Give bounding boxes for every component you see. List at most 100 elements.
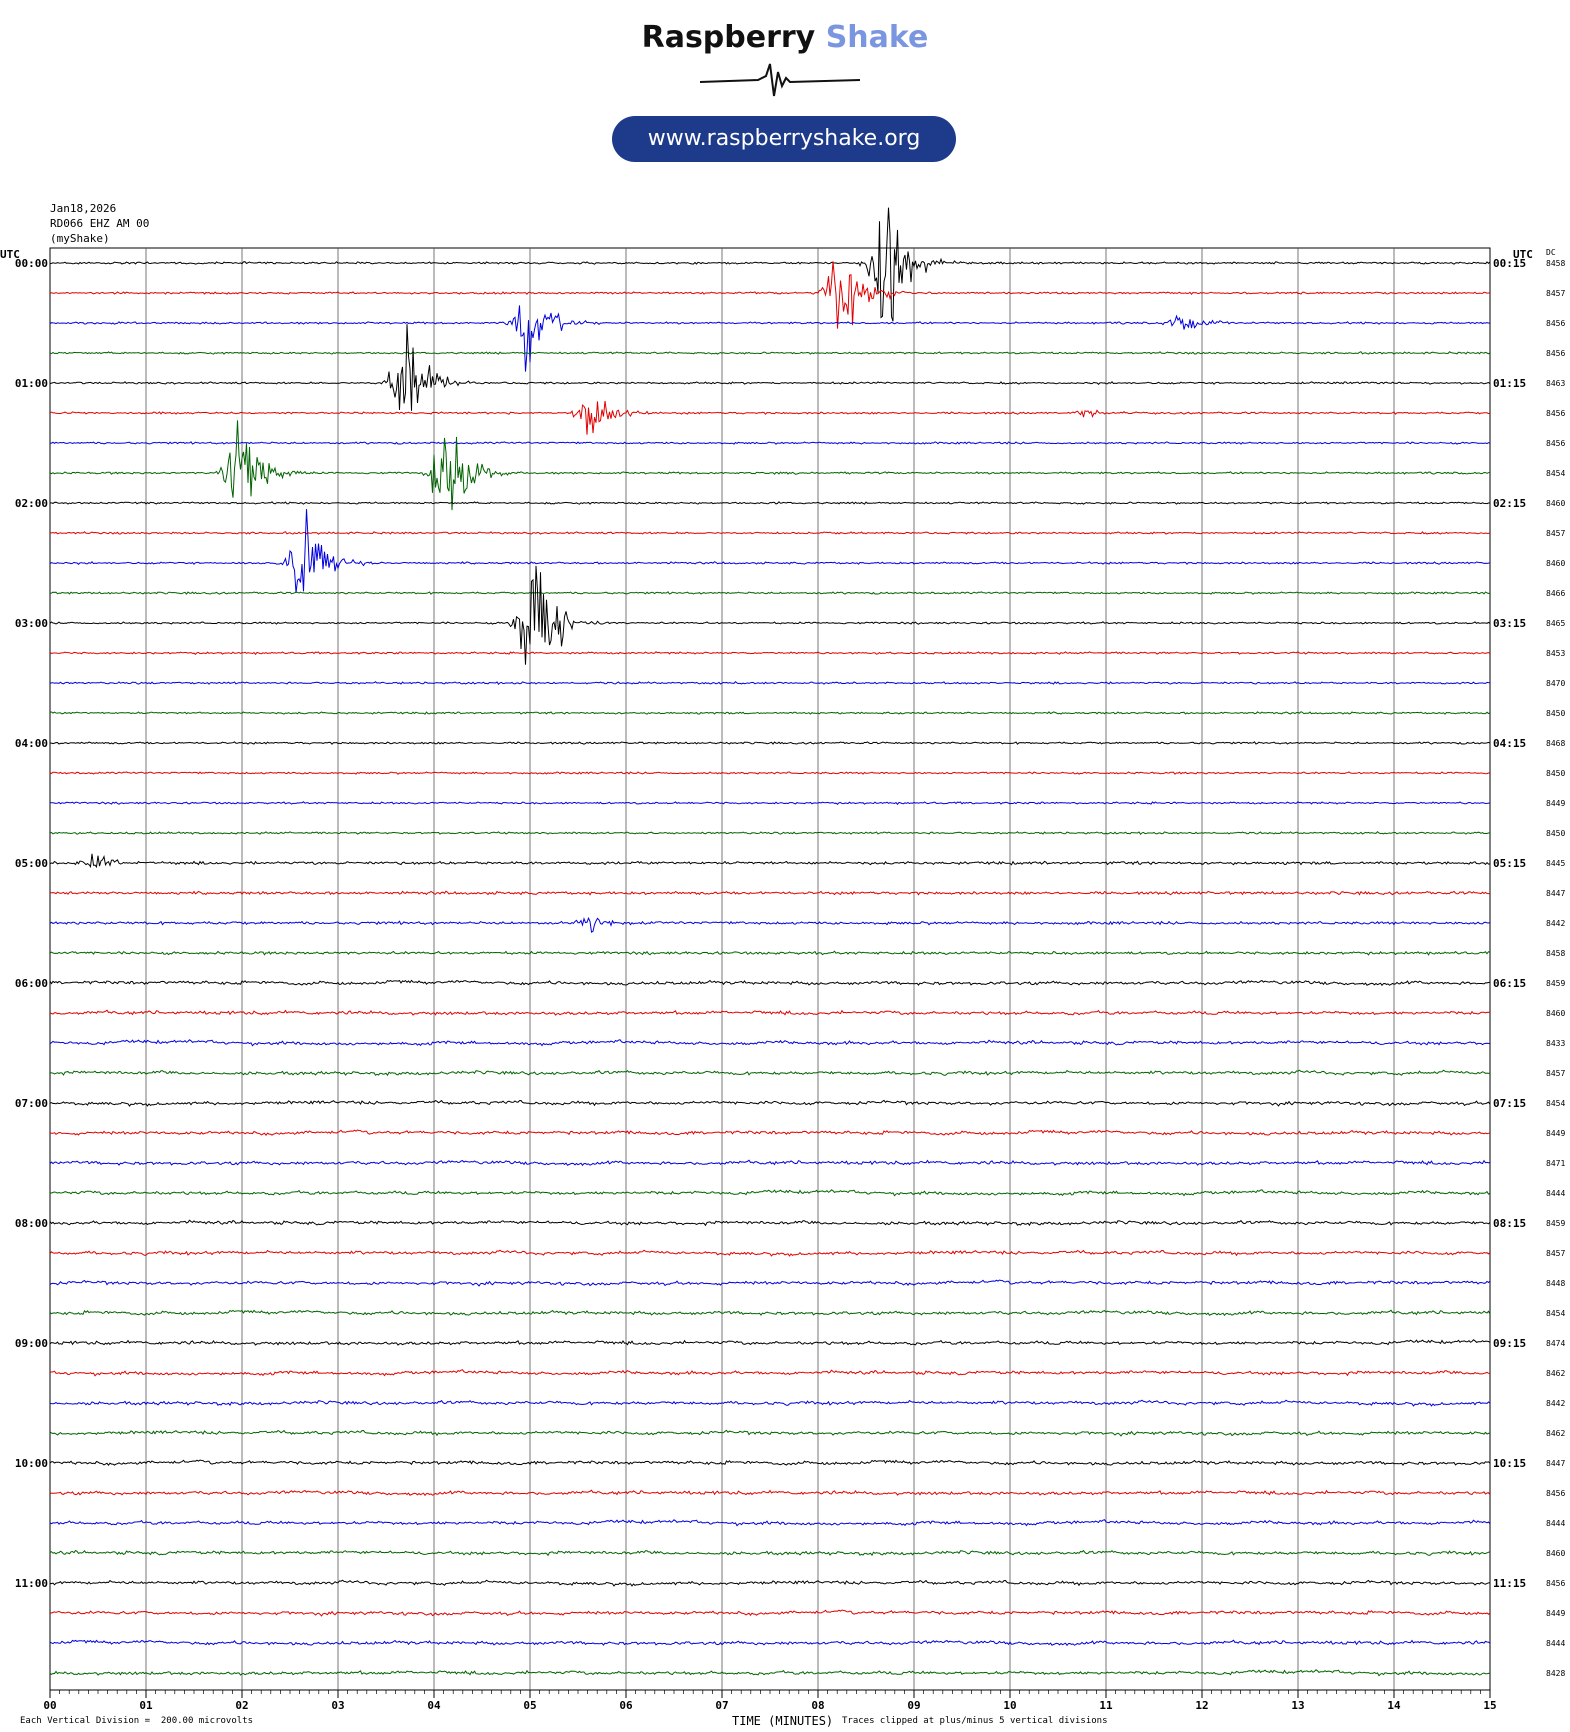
dc-value-label: 8457 [1546, 529, 1565, 538]
x-tick-label: 02 [235, 1699, 248, 1712]
right-time-label: 04:15 [1493, 737, 1526, 750]
seismic-trace [49, 1189, 1491, 1197]
right-time-label: 03:15 [1493, 617, 1526, 630]
seismic-trace [49, 771, 1491, 775]
seismic-trace [49, 1099, 1491, 1107]
x-axis-label: TIME (MINUTES) [732, 1714, 834, 1728]
dc-value-label: 8462 [1546, 1369, 1565, 1378]
left-time-label: 09:00 [15, 1337, 48, 1350]
seismic-trace [49, 509, 1491, 593]
seismic-trace [49, 1489, 1491, 1497]
dc-value-label: 8450 [1546, 769, 1565, 778]
right-time-label: 09:15 [1493, 1337, 1526, 1350]
x-tick-label: 10 [1003, 1699, 1016, 1712]
website-link-button[interactable]: www.raspberryshake.org [612, 116, 956, 162]
dc-value-label: 8462 [1546, 1429, 1565, 1438]
seismic-trace [49, 441, 1491, 445]
dc-value-label: 8466 [1546, 589, 1565, 598]
right-time-label: 07:15 [1493, 1097, 1526, 1110]
right-time-label: 02:15 [1493, 497, 1526, 510]
right-time-label: 01:15 [1493, 377, 1526, 390]
seismic-trace [49, 1009, 1491, 1016]
seismic-trace [49, 890, 1491, 896]
seismic-trace [49, 1339, 1491, 1346]
dc-value-label: 8458 [1546, 259, 1565, 268]
dc-value-label: 8456 [1546, 439, 1565, 448]
dc-value-label: 8459 [1546, 979, 1565, 988]
x-tick-label: 11 [1099, 1699, 1113, 1712]
clip-note: Traces clipped at plus/minus 5 vertical … [842, 1716, 1108, 1726]
dc-value-label: 8460 [1546, 499, 1565, 508]
seismic-trace [49, 1309, 1491, 1317]
dc-value-label: 8444 [1546, 1519, 1565, 1528]
seismic-trace [49, 831, 1491, 835]
seismic-trace [49, 1459, 1491, 1467]
seismic-trace [49, 531, 1491, 535]
left-time-label: 08:00 [15, 1217, 48, 1230]
x-tick-label: 12 [1195, 1699, 1208, 1712]
right-time-label: 10:15 [1493, 1457, 1526, 1470]
x-tick-label: 06 [619, 1699, 633, 1712]
x-tick-label: 07 [715, 1699, 728, 1712]
dc-value-label: 8456 [1546, 1579, 1565, 1588]
seismic-trace [49, 1609, 1491, 1617]
seismic-trace [49, 741, 1491, 745]
x-tick-label: 04 [427, 1699, 441, 1712]
dc-value-label: 8428 [1546, 1669, 1565, 1678]
right-time-label: 11:15 [1493, 1577, 1526, 1590]
dc-value-label: 8454 [1546, 1099, 1565, 1108]
dc-value-label: 8456 [1546, 409, 1565, 418]
seismic-trace [49, 916, 1491, 933]
left-time-label: 11:00 [15, 1577, 48, 1590]
seismic-trace [49, 801, 1491, 806]
x-tick-label: 03 [331, 1699, 344, 1712]
left-time-label: 07:00 [15, 1097, 48, 1110]
right-time-label: 05:15 [1493, 857, 1526, 870]
seismic-trace [49, 651, 1491, 656]
seismic-trace [49, 1579, 1491, 1587]
dc-value-label: 8453 [1546, 649, 1565, 658]
dc-value-label: 8454 [1546, 1309, 1565, 1318]
dc-value-label: 8470 [1546, 679, 1565, 688]
vertical-division-note: Each Vertical Division = 200.00 microvol… [20, 1716, 253, 1726]
dc-value-label: 8458 [1546, 949, 1565, 958]
seismic-trace [49, 1369, 1491, 1377]
station-label: RD066 EHZ AM 00 [50, 217, 150, 230]
dc-value-label: 8442 [1546, 1399, 1565, 1408]
seismic-trace [49, 1039, 1491, 1047]
seismic-trace [49, 853, 1491, 869]
seismic-trace [49, 1639, 1491, 1647]
dc-value-label: 8447 [1546, 1459, 1565, 1468]
dc-value-label: 8460 [1546, 1009, 1565, 1018]
dc-value-label: 8474 [1546, 1339, 1565, 1348]
seismic-trace [49, 1279, 1491, 1287]
left-time-label: 01:00 [15, 377, 48, 390]
dc-value-label: 8457 [1546, 1249, 1565, 1258]
seismic-trace [49, 591, 1490, 595]
dc-value-label: 8454 [1546, 469, 1565, 478]
seismic-trace [49, 1219, 1491, 1227]
seismic-wave-icon [700, 63, 860, 97]
x-tick-label: 01 [139, 1699, 153, 1712]
dc-value-label: 8460 [1546, 559, 1565, 568]
seismic-trace [49, 950, 1491, 956]
seismic-trace [49, 351, 1491, 355]
seismic-trace [49, 711, 1491, 715]
seismic-trace [49, 305, 1491, 372]
network-label: (myShake) [50, 232, 110, 245]
dc-value-label: 8449 [1546, 1609, 1565, 1618]
seismic-trace [49, 1069, 1491, 1077]
dc-value-label: 8456 [1546, 349, 1565, 358]
date-label: Jan18,2026 [50, 202, 117, 215]
dc-value-label: 8457 [1546, 289, 1565, 298]
seismic-trace [49, 1549, 1491, 1557]
dc-value-label: 8448 [1546, 1279, 1565, 1288]
left-time-label: 05:00 [15, 857, 48, 870]
seismic-trace [49, 565, 1491, 665]
x-tick-label: 13 [1291, 1699, 1304, 1712]
dc-value-label: 8450 [1546, 709, 1565, 718]
dc-value-label: 8450 [1546, 829, 1565, 838]
seismic-trace [49, 420, 1491, 511]
seismic-trace [49, 1399, 1491, 1407]
